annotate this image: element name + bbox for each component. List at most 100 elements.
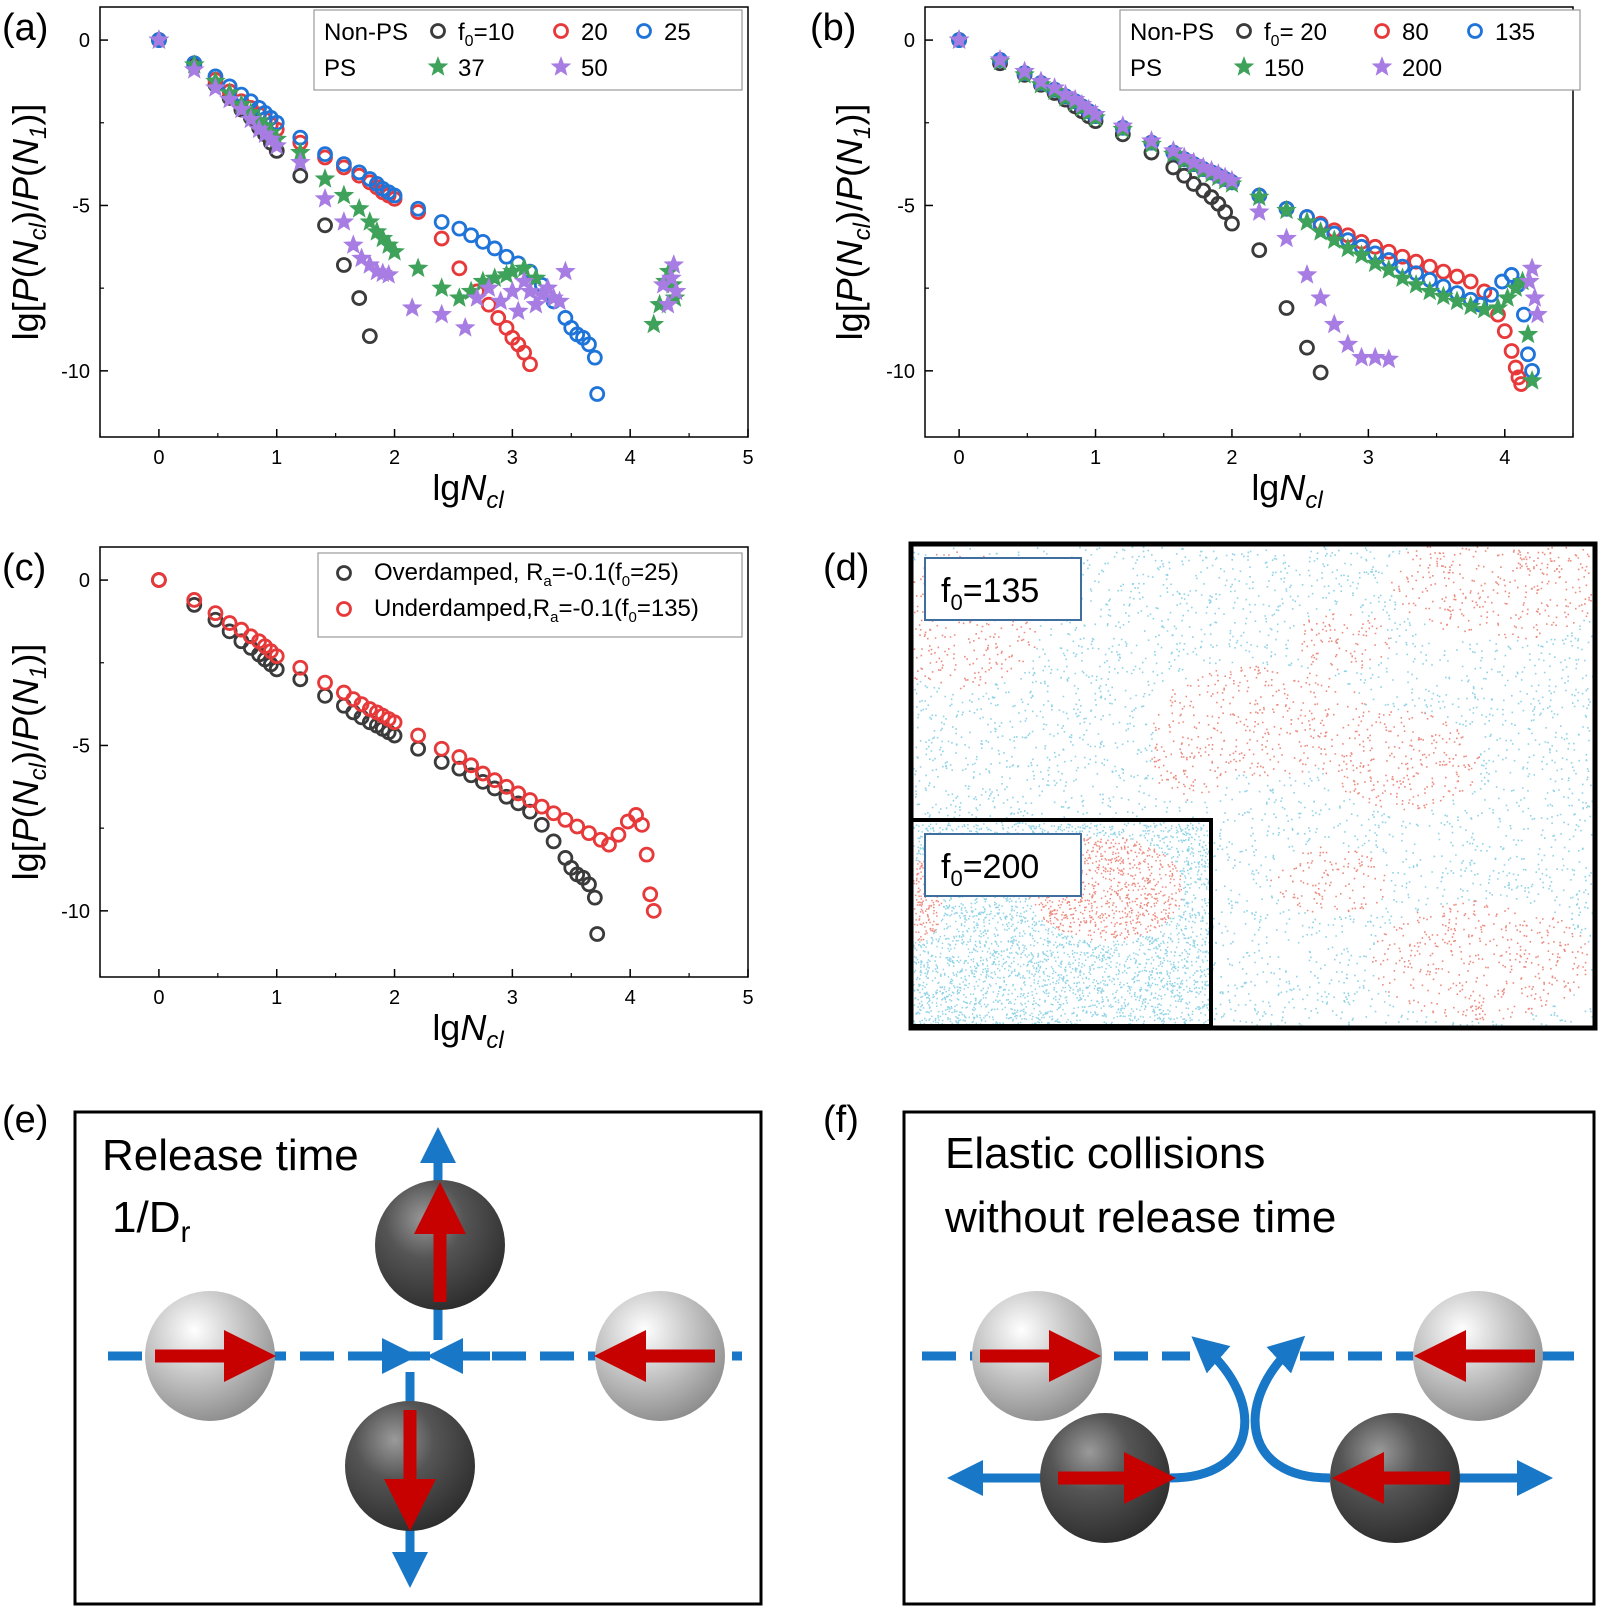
legend-label: 37 (458, 55, 485, 82)
data-point (1276, 199, 1297, 220)
data-point (1519, 270, 1540, 291)
plot-frame (99, 6, 749, 438)
diagram-e-title-line2: 1/Dr (112, 1193, 190, 1249)
data-point (581, 336, 597, 353)
label-box-main (924, 557, 1082, 621)
data-point (522, 356, 538, 373)
data-point (581, 876, 597, 893)
data-point (586, 889, 603, 906)
y-axis-title: lg[P(Ncl)/P(N1)] (5, 104, 52, 341)
data-point (292, 167, 309, 184)
legend-label: 200 (1402, 55, 1442, 82)
y-tick-label: -5 (72, 195, 90, 217)
data-point (266, 135, 287, 155)
x-tick-label: 5 (742, 987, 753, 1009)
label-box-inset (924, 833, 1082, 897)
data-point (1014, 60, 1035, 81)
data-point (586, 349, 603, 366)
data-point (317, 217, 333, 234)
data-point (384, 240, 405, 261)
x-tick-label: 0 (153, 447, 164, 469)
data-point (498, 248, 515, 265)
x-tick-label: 1 (271, 447, 282, 469)
legend-marker (1374, 23, 1390, 39)
data-point (407, 257, 429, 278)
data-point (657, 293, 679, 314)
data-point (643, 313, 665, 334)
legend-marker (430, 23, 446, 39)
data-point (533, 798, 550, 815)
data-point (475, 765, 491, 782)
data-point (335, 156, 352, 173)
legend-label: 80 (1402, 19, 1429, 46)
data-point (486, 772, 503, 789)
data-point (634, 816, 650, 833)
data-point (581, 825, 597, 842)
legend-label: Overdamped, Ra=-0.1(f0=25) (374, 559, 679, 590)
x-tick-label: 5 (742, 447, 753, 469)
legend-label: Underdamped,Ra=-0.1(f0=135) (374, 595, 699, 626)
data-point (1521, 369, 1543, 390)
legend-marker (427, 56, 449, 76)
y-tick-label: 0 (79, 30, 90, 52)
x-tick-label: 0 (954, 447, 965, 469)
data-point (525, 293, 547, 314)
simulation-snapshot: f0=135 f0=200 (908, 541, 1598, 1031)
data-point (502, 280, 523, 301)
data-point (1364, 346, 1386, 367)
legend-row-label: PS (1130, 55, 1162, 82)
data-point (557, 811, 574, 828)
data-point (1378, 348, 1400, 369)
data-point (451, 260, 468, 277)
data-point (545, 805, 562, 822)
data-point (348, 197, 370, 218)
data-point (290, 151, 311, 172)
data-point (589, 926, 606, 942)
legend-row-label: Non-PS (324, 19, 408, 46)
chart-c: 0 1 2 3 4 5 0 -5 -10 lgNcl lg[P(Ncl)/P(N1)] Overdam… (5, 546, 754, 1054)
data-point (1085, 103, 1106, 124)
data-point (1337, 237, 1359, 258)
data-point (1419, 280, 1441, 301)
data-point (1276, 227, 1297, 248)
data-point (533, 816, 550, 833)
panel-label-e: (e) (2, 1099, 48, 1141)
snapshot-frame (908, 541, 1598, 1031)
data-point (333, 211, 355, 231)
legend-box (1119, 9, 1581, 91)
x-tick-label: 0 (153, 987, 164, 1009)
data-point (1496, 323, 1513, 340)
data-point (507, 300, 529, 321)
snapshot-inset-particles (913, 822, 1211, 1026)
inset-particles-dilute (913, 822, 1211, 1026)
data-point (545, 833, 562, 850)
series-4 (948, 29, 1548, 369)
x-tick-label: 1 (1090, 447, 1101, 469)
data-point (454, 316, 476, 337)
data-point (948, 29, 970, 49)
x-tick-label: 2 (1226, 447, 1237, 469)
data-point (1176, 167, 1193, 184)
data-point (519, 280, 541, 301)
data-point (1296, 211, 1318, 231)
x-tick-label: 3 (507, 987, 518, 1009)
legend-marker (1233, 56, 1255, 76)
x-tick-label: 4 (625, 987, 636, 1009)
x-tick-label: 1 (271, 987, 282, 1009)
legend-label: 150 (1264, 55, 1304, 82)
y-axis-title: lg[P(Ncl)/P(N1)] (5, 644, 52, 881)
data-point (1030, 70, 1052, 91)
legend-label: f0=10 (458, 19, 514, 50)
panel-label-b: (b) (810, 7, 856, 49)
data-point (475, 233, 491, 250)
legend-label: 50 (581, 55, 608, 82)
legend-row-label: Non-PS (1130, 19, 1214, 46)
diagram-release-time: Release time 1/Dr (73, 1110, 763, 1606)
data-point (610, 826, 627, 843)
data-point (231, 98, 252, 119)
data-point (663, 254, 685, 274)
data-point (1310, 287, 1331, 307)
data-point (386, 714, 403, 731)
data-point (555, 260, 576, 281)
